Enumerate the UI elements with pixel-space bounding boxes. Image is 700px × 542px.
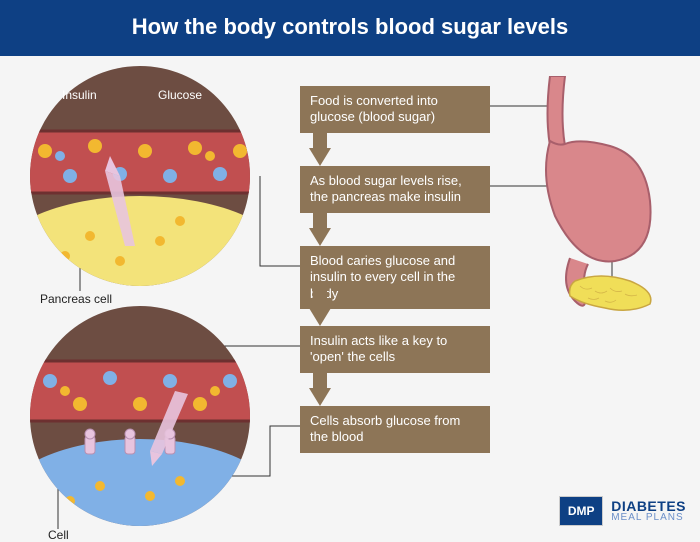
page-title: How the body controls blood sugar levels bbox=[0, 0, 700, 56]
label-insulin: Insulin bbox=[62, 88, 97, 102]
step-1: Food is converted into glucose (blood su… bbox=[300, 86, 490, 133]
label-cell: Cell bbox=[48, 528, 69, 542]
pancreas-diagram bbox=[10, 56, 270, 296]
label-pancreas-cell: Pancreas cell bbox=[40, 292, 112, 306]
step-4: Insulin acts like a key to 'open' the ce… bbox=[300, 326, 490, 373]
brand-block: DMP DIABETES MEAL PLANS bbox=[559, 496, 686, 526]
diagram-canvas: Insulin Glucose Pancreas cell Cell Food … bbox=[0, 56, 700, 536]
brand-line2: MEAL PLANS bbox=[611, 513, 686, 523]
stomach-pancreas bbox=[510, 76, 680, 326]
step-arrow-head bbox=[309, 308, 331, 326]
step-arrow-head bbox=[309, 388, 331, 406]
brand-line1: DIABETES bbox=[611, 499, 686, 513]
brand-logo: DMP bbox=[559, 496, 603, 526]
cell-diagram bbox=[10, 296, 270, 536]
step-3: Blood caries glucose and insulin to ever… bbox=[300, 246, 490, 309]
brand-text: DIABETES MEAL PLANS bbox=[611, 499, 686, 523]
step-arrow-stem bbox=[313, 364, 327, 390]
step-2: As blood sugar levels rise, the pancreas… bbox=[300, 166, 490, 213]
step-5: Cells absorb glucose from the blood bbox=[300, 406, 490, 453]
step-arrow-stem bbox=[313, 124, 327, 150]
step-arrow-stem bbox=[313, 204, 327, 230]
label-glucose: Glucose bbox=[158, 88, 202, 102]
step-arrow-stem bbox=[313, 284, 327, 310]
step-arrow-head bbox=[309, 228, 331, 246]
step-arrow-head bbox=[309, 148, 331, 166]
